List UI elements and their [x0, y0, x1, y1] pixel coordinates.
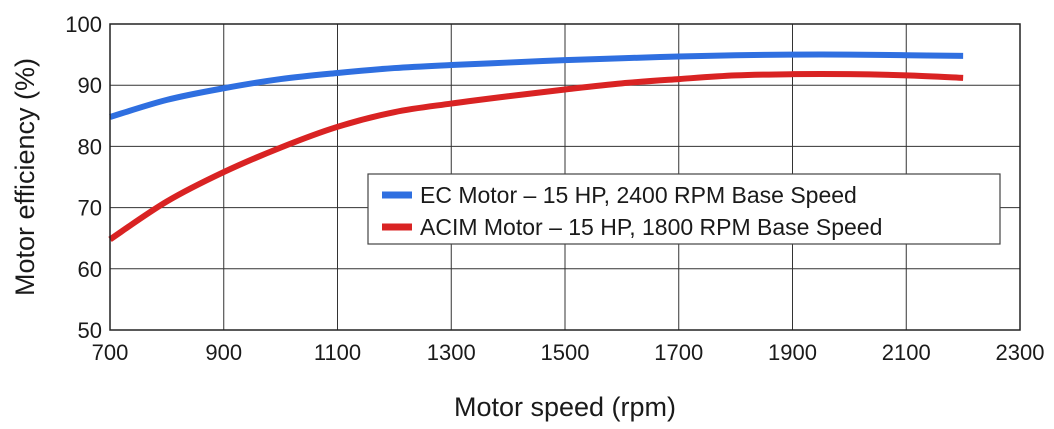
x-tick-label: 1500 — [541, 340, 590, 365]
series-line-ec-motor — [109, 51, 964, 120]
series-line-acim-motor — [108, 71, 964, 242]
series-layer — [108, 51, 964, 242]
y-tick-label: 100 — [65, 12, 102, 37]
y-tick-label: 80 — [78, 134, 102, 159]
x-tick-label: 1100 — [314, 340, 361, 365]
x-tick-label: 1300 — [427, 340, 476, 365]
x-tick-label: 700 — [92, 340, 129, 365]
legend-label-ec-motor: EC Motor – 15 HP, 2400 RPM Base Speed — [420, 182, 857, 208]
x-tick-label: 2300 — [996, 340, 1045, 365]
y-tick-label: 60 — [78, 257, 102, 282]
legend: EC Motor – 15 HP, 2400 RPM Base Speed ACI… — [367, 173, 1001, 245]
plot-frame — [109, 23, 1021, 331]
y-tick-label: 90 — [78, 73, 102, 98]
x-tick-label: 2100 — [882, 340, 931, 365]
x-tick-labels: 700 900 1100 1300 1500 1700 1900 2100 2300 — [92, 340, 1045, 365]
y-axis-title: Motor efficiency (%) — [10, 58, 40, 296]
x-tick-label: 1700 — [654, 340, 703, 365]
legend-label-acim-motor: ACIM Motor – 15 HP, 1800 RPM Base Speed — [420, 214, 882, 240]
y-tick-label: 50 — [78, 318, 102, 343]
y-tick-label: 70 — [78, 196, 102, 221]
x-axis-title: Motor speed (rpm) — [454, 392, 676, 422]
x-tick-label: 900 — [205, 340, 242, 365]
x-tick-label: 1900 — [768, 340, 817, 365]
legend-box — [367, 173, 1001, 245]
y-tick-labels: 50 60 70 80 90 100 — [65, 12, 102, 343]
